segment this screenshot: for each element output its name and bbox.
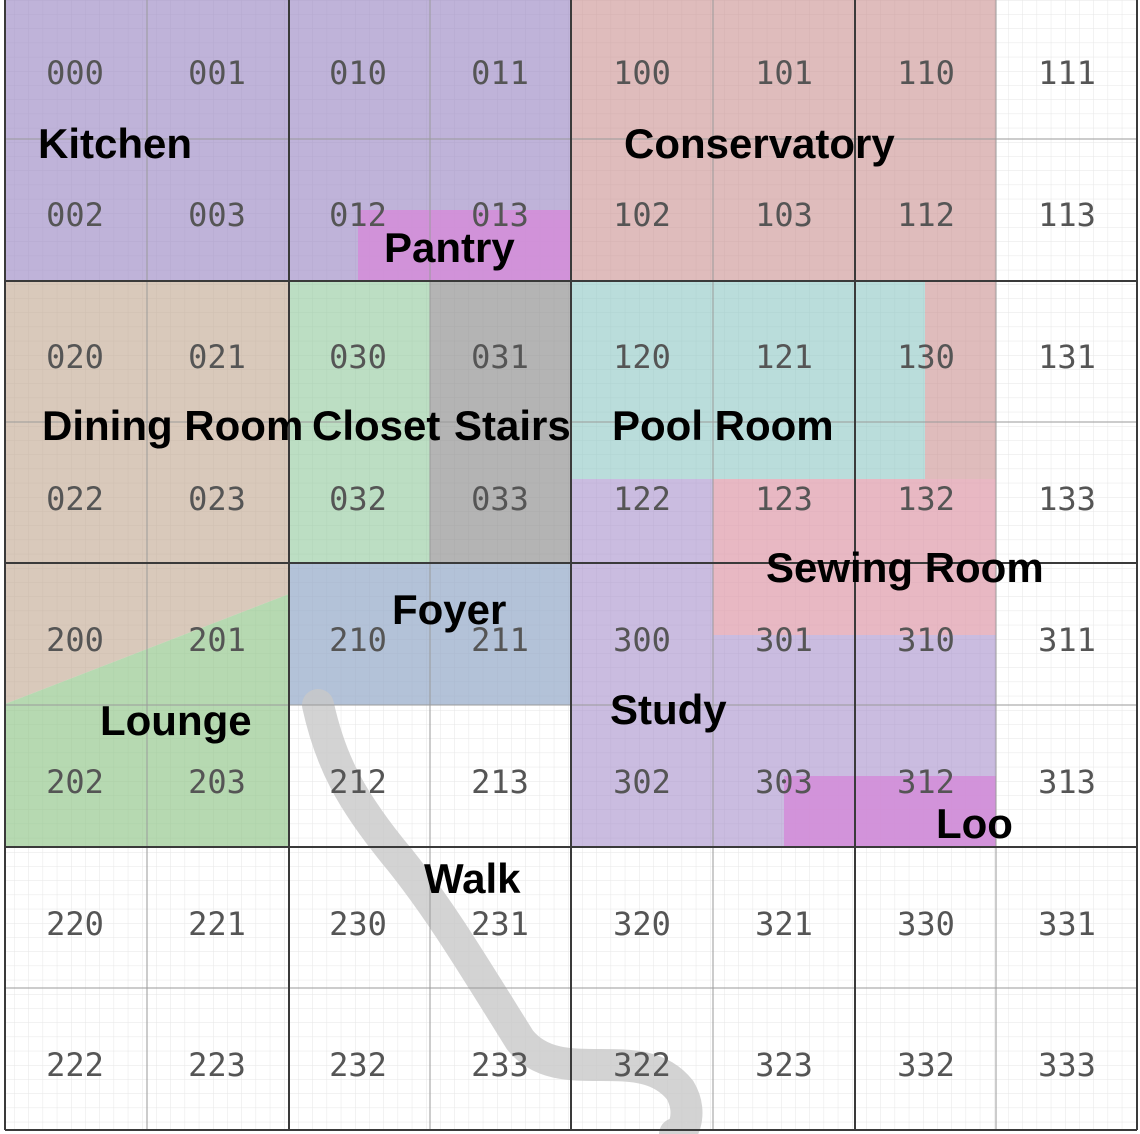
cell-index-label: 303 bbox=[755, 763, 813, 801]
cell-index-label: 011 bbox=[471, 54, 529, 92]
cell-index-label: 031 bbox=[471, 338, 529, 376]
cell-index-label: 313 bbox=[1038, 763, 1096, 801]
cell-index-label: 310 bbox=[897, 621, 955, 659]
cell-index-label: 213 bbox=[471, 763, 529, 801]
room-label-conservatory: Conservatory bbox=[624, 120, 895, 167]
room-pantry[interactable] bbox=[358, 210, 571, 281]
cell-index-label: 221 bbox=[188, 905, 246, 943]
cell-index-label: 121 bbox=[755, 338, 813, 376]
room-loo[interactable] bbox=[784, 776, 996, 847]
cell-index-label: 200 bbox=[46, 621, 104, 659]
cell-index-label: 232 bbox=[329, 1046, 387, 1084]
cell-index-label: 023 bbox=[188, 480, 246, 518]
cell-index-label: 320 bbox=[613, 905, 671, 943]
cell-index-label: 100 bbox=[613, 54, 671, 92]
cell-index-label: 333 bbox=[1038, 1046, 1096, 1084]
room-conservatory-wing bbox=[925, 281, 996, 479]
cell-index-label: 020 bbox=[46, 338, 104, 376]
cell-index-label: 013 bbox=[471, 196, 529, 234]
room-label-closet: Closet bbox=[312, 402, 440, 449]
cell-index-label: 202 bbox=[46, 763, 104, 801]
walk-path bbox=[302, 689, 703, 1134]
cell-index-label: 033 bbox=[471, 480, 529, 518]
room-label-lounge: Lounge bbox=[100, 697, 252, 744]
cell-index-label: 022 bbox=[46, 480, 104, 518]
cell-index-label: 032 bbox=[329, 480, 387, 518]
cell-labels: 000 001 010 011 100 101 110 111 002 003 012 013 102 1… bbox=[46, 54, 1096, 1084]
cell-index-label: 231 bbox=[471, 905, 529, 943]
cell-index-label: 301 bbox=[755, 621, 813, 659]
cell-index-label: 000 bbox=[46, 54, 104, 92]
cell-index-label: 111 bbox=[1038, 54, 1096, 92]
cell-index-label: 211 bbox=[471, 621, 529, 659]
cell-index-label: 122 bbox=[613, 480, 671, 518]
cell-index-label: 012 bbox=[329, 196, 387, 234]
cell-index-label: 330 bbox=[897, 905, 955, 943]
cell-index-label: 103 bbox=[755, 196, 813, 234]
room-label-dining-room: Dining Room bbox=[42, 402, 303, 449]
room-label-study: Study bbox=[610, 686, 727, 733]
cell-index-label: 302 bbox=[613, 763, 671, 801]
cell-index-label: 233 bbox=[471, 1046, 529, 1084]
cell-index-label: 003 bbox=[188, 196, 246, 234]
cell-index-label: 001 bbox=[188, 54, 246, 92]
cell-index-label: 113 bbox=[1038, 196, 1096, 234]
cell-index-label: 332 bbox=[897, 1046, 955, 1084]
cell-index-label: 331 bbox=[1038, 905, 1096, 943]
room-labels: Kitchen Conservatory Pantry Dining Room … bbox=[38, 120, 1044, 902]
cell-index-label: 223 bbox=[188, 1046, 246, 1084]
cell-index-label: 321 bbox=[755, 905, 813, 943]
cell-index-label: 010 bbox=[329, 54, 387, 92]
room-label-stairs: Stairs bbox=[454, 402, 571, 449]
room-label-foyer: Foyer bbox=[392, 586, 506, 633]
cell-index-label: 101 bbox=[755, 54, 813, 92]
room-label-pool-room: Pool Room bbox=[612, 402, 834, 449]
cell-index-label: 312 bbox=[897, 763, 955, 801]
room-label-sewing-room: Sewing Room bbox=[766, 544, 1044, 591]
room-label-kitchen: Kitchen bbox=[38, 120, 192, 167]
cell-index-label: 030 bbox=[329, 338, 387, 376]
cell-index-label: 201 bbox=[188, 621, 246, 659]
cell-index-label: 120 bbox=[613, 338, 671, 376]
cell-index-label: 212 bbox=[329, 763, 387, 801]
cell-index-label: 131 bbox=[1038, 338, 1096, 376]
cell-index-label: 300 bbox=[613, 621, 671, 659]
major-cell-grid bbox=[4, 0, 1138, 1131]
cell-index-label: 322 bbox=[613, 1046, 671, 1084]
room-label-loo: Loo bbox=[936, 800, 1013, 847]
cell-index-label: 230 bbox=[329, 905, 387, 943]
cell-index-label: 132 bbox=[897, 480, 955, 518]
cell-index-label: 323 bbox=[755, 1046, 813, 1084]
cell-index-label: 110 bbox=[897, 54, 955, 92]
cell-index-label: 130 bbox=[897, 338, 955, 376]
room-label-walk: Walk bbox=[424, 855, 521, 902]
cell-index-label: 203 bbox=[188, 763, 246, 801]
cell-index-label: 123 bbox=[755, 480, 813, 518]
cell-index-label: 311 bbox=[1038, 621, 1096, 659]
cell-index-label: 133 bbox=[1038, 480, 1096, 518]
room-label-pantry: Pantry bbox=[384, 224, 515, 271]
cell-index-label: 222 bbox=[46, 1046, 104, 1084]
cell-index-label: 210 bbox=[329, 621, 387, 659]
cell-index-label: 102 bbox=[613, 196, 671, 234]
room-conservatory[interactable] bbox=[571, 0, 996, 281]
cell-index-label: 112 bbox=[897, 196, 955, 234]
cell-index-label: 220 bbox=[46, 905, 104, 943]
room-study[interactable] bbox=[571, 479, 713, 847]
room-pool-room[interactable] bbox=[571, 281, 925, 479]
cell-index-label: 021 bbox=[188, 338, 246, 376]
cell-index-label: 002 bbox=[46, 196, 104, 234]
